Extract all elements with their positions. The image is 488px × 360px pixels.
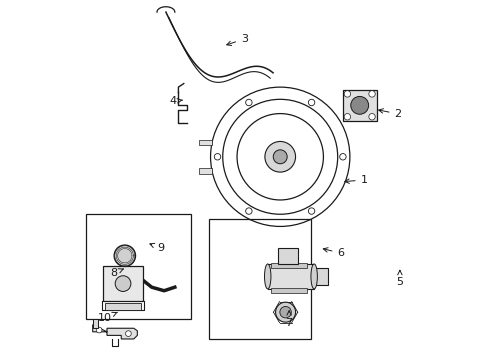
Circle shape xyxy=(368,113,374,120)
Bar xyxy=(342,90,376,121)
Bar xyxy=(271,288,306,293)
Circle shape xyxy=(279,306,291,318)
Bar xyxy=(85,214,190,319)
Ellipse shape xyxy=(310,264,317,289)
Bar xyxy=(208,219,310,339)
Circle shape xyxy=(308,99,314,106)
Polygon shape xyxy=(93,325,137,339)
Bar xyxy=(278,248,298,264)
Ellipse shape xyxy=(264,264,270,289)
Circle shape xyxy=(245,99,252,106)
Circle shape xyxy=(114,245,135,266)
Bar xyxy=(199,168,211,174)
Text: 4: 4 xyxy=(169,96,182,107)
Circle shape xyxy=(344,113,350,120)
Bar xyxy=(93,319,98,328)
Circle shape xyxy=(214,154,220,160)
Circle shape xyxy=(264,141,295,172)
Text: 3: 3 xyxy=(226,34,247,45)
Circle shape xyxy=(275,302,295,322)
Text: 5: 5 xyxy=(396,270,403,287)
Bar xyxy=(271,263,306,267)
Circle shape xyxy=(350,96,368,114)
Text: 2: 2 xyxy=(378,109,401,119)
Bar xyxy=(199,140,211,145)
Text: 6: 6 xyxy=(323,248,344,258)
Circle shape xyxy=(344,91,350,97)
Bar xyxy=(103,266,142,301)
Circle shape xyxy=(245,208,252,214)
Text: 10: 10 xyxy=(98,312,117,323)
Circle shape xyxy=(368,91,374,97)
Text: 9: 9 xyxy=(150,243,164,253)
Bar xyxy=(105,302,141,310)
Circle shape xyxy=(115,276,131,292)
Text: 8: 8 xyxy=(110,268,123,278)
Text: 7: 7 xyxy=(285,311,292,328)
Circle shape xyxy=(308,208,314,214)
Circle shape xyxy=(125,331,131,337)
Bar xyxy=(267,264,313,289)
Text: 1: 1 xyxy=(344,175,367,185)
Circle shape xyxy=(273,150,286,164)
Circle shape xyxy=(96,327,102,333)
Circle shape xyxy=(339,154,346,160)
Bar xyxy=(313,268,328,285)
